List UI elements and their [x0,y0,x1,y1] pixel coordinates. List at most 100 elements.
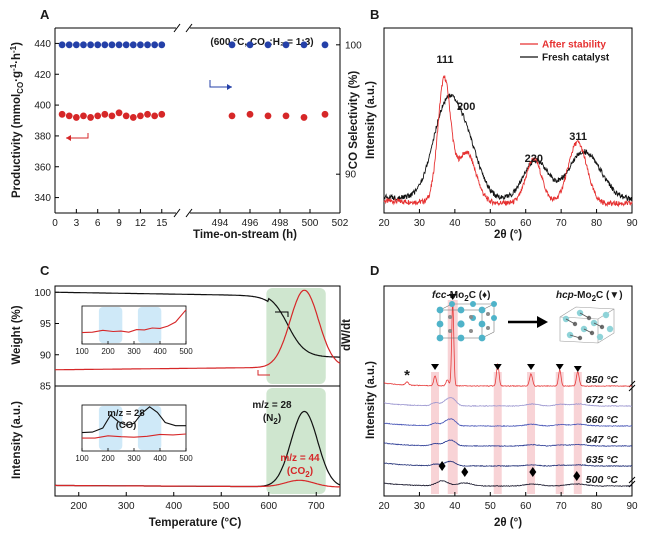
panel-c: C Temperature (°C) Weight (%) dW/dt Inte… [11,263,353,529]
panel-c-dwdt-axis-hook [257,370,270,376]
panel-a-y-tick-label: 380 [34,131,51,142]
panel-d-temperature-label: 672 °C [586,394,619,406]
panel-a-x-tick-label: 3 [74,218,80,229]
panel-a-letter: A [40,7,50,22]
panel-a-point-selectivity [228,41,236,49]
panel-d-x-axis-label: 2θ (°) [494,517,522,529]
panel-d-x-tick-label: 90 [626,501,638,512]
panel-d-crystal-structures: fcc-Mo2C (♦) hcp-Mo2C (▼) [432,290,623,344]
panel-c-upper-inset-curve [81,309,187,334]
panel-a-point-productivity [87,114,94,121]
panel-c-inset-x-tick-label: 400 [153,347,167,356]
panel-d-temperature-label: 850 °C [586,374,619,386]
panel-c-inset-x-tick-label: 100 [75,347,89,356]
panel-a-point-selectivity [246,41,254,49]
panel-d-series-line [383,460,633,467]
panel-b-letter: B [370,7,379,22]
panel-a-axis-break-mark [185,23,193,33]
panel-d-series-line [384,397,633,407]
panel-c-x-tick-label: 500 [213,501,230,512]
panel-d-impurity-marker: * [404,367,410,384]
panel-c-n2-label-species: (N2) [263,413,281,426]
panel-b-x-tick-label: 70 [556,218,568,229]
panel-d-series-line [383,480,633,487]
panel-a-point-productivity [108,112,116,120]
panel-c-x-axis-label: Temperature (°C) [149,517,242,529]
panel-a-right-y-axis-label: CO Selectivity (%) [348,71,360,170]
panel-a-point-productivity [246,110,254,118]
panel-d-hcp-marker [555,364,564,370]
panel-a-point-selectivity [87,41,94,49]
panel-a-right-axis-arrow [209,80,232,88]
panel-a-point-selectivity [300,41,308,49]
panel-a-point-productivity [151,112,159,120]
panel-c-upper-y-tick-label: 95 [40,319,52,330]
panel-c-inset-shaded-band [98,307,123,343]
panel-a-data-marks [58,41,329,121]
panel-d-fcc-marker [529,467,537,477]
panel-c-lower-inset: 100 200 300 400 500 m/z = 28(CO) [75,404,193,463]
panel-d-series-lines [383,303,633,487]
panel-d-letter: D [370,263,379,278]
panel-a-x-tick-label: 9 [116,218,122,229]
panel-d-series-line [384,439,632,447]
panel-a-point-productivity [129,114,137,121]
panel-a-ticks: 340 360 380 400 420 440 90 100 0 3 6 9 12 15 494 496 498… [34,39,362,229]
panel-a-y-tick-label: 360 [34,162,51,173]
panel-d: D 2θ (°) Intensity (a.u.) 20 30 40 50 60 70 80… [365,263,638,529]
panel-c-x-tick-label: 400 [165,501,182,512]
panel-b-peak-label: 220 [525,153,543,165]
panel-a-point-productivity [115,109,123,117]
panel-a-right-y-tick-label: 90 [345,170,357,181]
panel-d-x-tick-label: 40 [449,501,461,512]
panel-c-upper-right-y-axis-label: dW/dt [341,319,353,351]
panel-a-x-tick-label: 15 [156,218,168,229]
panel-a-x-axis-label: Time-on-stream (h) [193,229,297,241]
panel-a-point-selectivity [58,41,66,49]
panel-a-point-selectivity [264,41,272,49]
panel-a-point-selectivity [137,41,144,49]
panel-a-point-selectivity [80,41,87,49]
panel-d-hcp-peak-band [447,300,458,494]
panel-d-fcc-label: fcc-Mo2C (♦) [432,290,490,303]
panel-c-dwdt-curve [54,289,341,371]
panel-a-x-tick-label: 0 [52,218,58,229]
panel-a-point-selectivity [122,41,130,49]
panel-d-series-line [383,418,633,427]
panel-c-weight-axis-hook [275,311,289,317]
panel-d-fcc-marker [461,467,469,477]
panel-c-inset-x-tick-label: 500 [179,347,193,356]
panel-a-point-productivity [264,112,272,120]
panel-c-inset-co-species: (CO) [116,420,137,431]
panel-a-y-tick-label: 440 [34,39,51,50]
panel-c-inset-x-tick-label: 400 [153,454,167,463]
panel-d-y-axis-label: Intensity (a.u.) [365,361,377,439]
panel-c-weight-curve [55,291,340,358]
panel-c-upper-y-tick-label: 100 [34,288,51,299]
panel-a-point-productivity [94,112,102,120]
panel-a-point-productivity [72,114,80,121]
panel-b-x-tick-label: 50 [485,218,497,229]
panel-b-x-tick-label: 60 [520,218,532,229]
panel-b-x-tick-label: 40 [449,218,461,229]
panel-a-condition-annotation: (600 °C, CO₂:H₂ = 1:3) [210,37,313,48]
panel-d-peak-markers: * [404,294,582,481]
panel-d-axis-break-mark [628,476,636,484]
panel-d-x-tick-label: 60 [520,501,532,512]
panel-d-x-tick-label: 50 [485,501,497,512]
panel-a-x-tick-label: 502 [332,218,349,229]
panel-a-point-productivity [58,110,66,118]
panel-b-plot-frame [383,27,633,214]
panel-a-x-tick-label: 498 [272,218,289,229]
panel-a-point-productivity [228,112,236,120]
panel-b-legend: After stability Fresh catalyst [520,40,610,64]
panel-a-point-productivity [300,114,308,121]
panel-c-inset-co-label: m/z = 28 [107,408,144,419]
panel-d-x-tick-label: 20 [378,501,390,512]
panel-b-legend-label: Fresh catalyst [542,53,610,64]
panel-b-legend-label: After stability [542,40,606,51]
panel-d-hcp-marker [431,364,440,370]
panel-c-annotations: m/z = 28 (N2) m/z = 44 (CO2) [252,400,320,479]
panel-d-hcp-marker [573,366,582,372]
